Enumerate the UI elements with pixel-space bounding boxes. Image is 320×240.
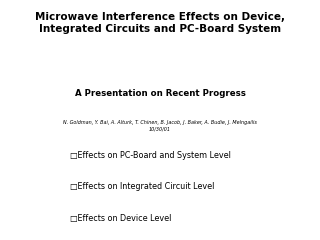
- Text: □Effects on PC-Board and System Level: □Effects on PC-Board and System Level: [70, 151, 231, 160]
- Text: □Effects on Integrated Circuit Level: □Effects on Integrated Circuit Level: [70, 182, 215, 192]
- Text: N. Goldman, Y. Bai, A. Alturk, T. Chinen, B. Jacob, J. Baker, A. Budie, J. Melng: N. Goldman, Y. Bai, A. Alturk, T. Chinen…: [63, 120, 257, 132]
- Text: A Presentation on Recent Progress: A Presentation on Recent Progress: [75, 89, 245, 98]
- Text: Microwave Interference Effects on Device,
Integrated Circuits and PC-Board Syste: Microwave Interference Effects on Device…: [35, 12, 285, 34]
- Text: □Effects on Device Level: □Effects on Device Level: [70, 214, 172, 223]
